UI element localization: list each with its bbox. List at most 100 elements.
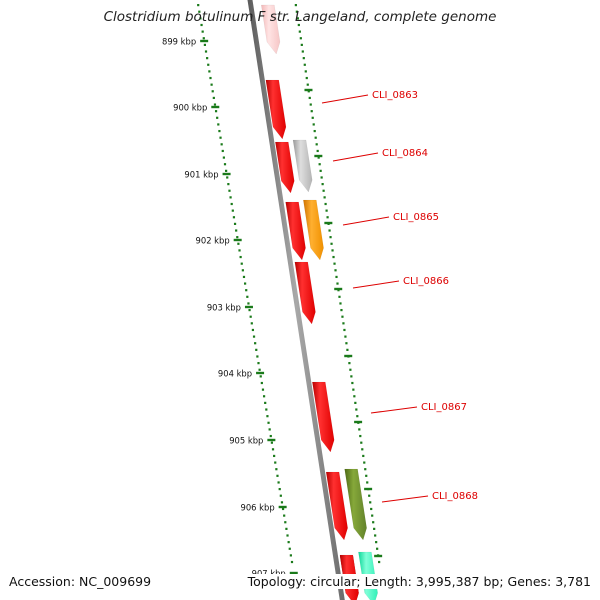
ruler-minor-tick xyxy=(250,322,253,325)
ruler-minor-tick xyxy=(287,541,290,544)
outer-ruler-minor-tick xyxy=(295,10,298,13)
gene-arrow[interactable] xyxy=(292,139,313,193)
ruler-minor-tick xyxy=(198,10,201,13)
gene-arrow[interactable] xyxy=(344,468,367,541)
outer-ruler-minor-tick xyxy=(299,37,302,40)
ruler-minor-tick xyxy=(289,554,292,557)
outer-ruler-minor-tick xyxy=(343,328,346,332)
outer-ruler-minor-tick xyxy=(359,434,362,438)
ruler-minor-tick xyxy=(264,401,267,404)
gene-arrow[interactable] xyxy=(265,79,287,140)
gene-arrow[interactable] xyxy=(285,201,306,261)
gene-arrow[interactable] xyxy=(261,4,281,55)
outer-ruler-minor-tick xyxy=(373,527,376,530)
ruler-minor-tick xyxy=(254,342,257,345)
gene-arrow[interactable] xyxy=(303,199,324,261)
ruler-minor-tick xyxy=(286,534,289,537)
outer-ruler-minor-tick xyxy=(304,70,307,73)
outer-ruler-minor-tick xyxy=(319,169,322,172)
ruler-minor-tick xyxy=(199,17,202,20)
outer-ruler-minor-tick xyxy=(365,474,368,477)
outer-ruler-minor-tick xyxy=(323,196,326,199)
outer-ruler-minor-tick xyxy=(333,262,336,265)
ruler-minor-tick xyxy=(279,494,282,497)
ruler-minor-tick xyxy=(201,30,204,33)
ruler-minor-tick xyxy=(241,269,244,272)
outer-ruler-minor-tick xyxy=(371,514,374,517)
outer-ruler-minor-tick xyxy=(302,57,305,60)
gene-label[interactable]: CLI_0867 xyxy=(421,402,467,413)
outer-ruler-minor-tick xyxy=(320,176,323,179)
ruler-minor-tick xyxy=(277,481,280,484)
outer-ruler-minor-tick xyxy=(315,143,318,146)
ruler-minor-tick xyxy=(278,487,281,491)
ruler-minor-tick xyxy=(232,216,236,219)
outer-ruler-minor-tick xyxy=(306,83,309,86)
gene-label[interactable]: CLI_0864 xyxy=(382,148,428,159)
ruler-label: 904 kbp xyxy=(218,369,252,379)
ruler-minor-tick xyxy=(256,355,259,358)
outer-ruler-minor-tick xyxy=(296,17,299,20)
ruler-label: 900 kbp xyxy=(173,103,207,113)
ruler-minor-tick xyxy=(261,388,265,391)
ruler-minor-tick xyxy=(203,43,207,46)
ruler-minor-tick xyxy=(275,468,278,471)
outer-ruler-minor-tick xyxy=(329,236,332,239)
ruler-minor-tick xyxy=(245,289,248,292)
ruler-minor-tick xyxy=(217,123,220,126)
gene-arrow[interactable] xyxy=(325,471,348,541)
ruler-minor-tick xyxy=(229,196,232,199)
genome-summary: Topology: circular; Length: 3,995,387 bp… xyxy=(247,574,591,589)
ruler-minor-tick xyxy=(225,169,228,172)
gene-label[interactable]: CLI_0863 xyxy=(372,90,418,101)
ruler-minor-tick xyxy=(204,50,208,53)
gene-label[interactable]: CLI_0868 xyxy=(432,491,478,502)
gene-arrow[interactable] xyxy=(294,261,316,325)
outer-ruler-minor-tick xyxy=(360,441,363,444)
ruler-minor-tick xyxy=(247,302,250,305)
gene-arrow[interactable] xyxy=(275,141,295,194)
ruler-minor-tick xyxy=(202,37,205,40)
ruler-minor-tick xyxy=(255,348,258,351)
outer-ruler-minor-tick xyxy=(313,129,316,133)
outer-ruler-minor-tick xyxy=(336,282,339,285)
ruler-minor-tick xyxy=(238,249,241,252)
ruler-minor-tick xyxy=(212,96,215,100)
ruler-minor-tick xyxy=(273,454,276,458)
genome-backbone xyxy=(247,0,345,600)
ruler-minor-tick xyxy=(221,149,224,153)
outer-ruler-minor-tick xyxy=(307,90,310,93)
outer-ruler-minor-tick xyxy=(364,468,367,471)
ruler-minor-tick xyxy=(251,328,255,332)
outer-ruler-minor-tick xyxy=(345,342,348,345)
outer-ruler-minor-tick xyxy=(375,541,378,544)
ruler-minor-tick xyxy=(265,408,268,411)
gene-label[interactable]: CLI_0865 xyxy=(393,212,439,223)
outer-ruler-minor-tick xyxy=(330,242,333,245)
ruler-minor-tick xyxy=(208,70,211,73)
gene-callout-line xyxy=(381,495,429,503)
outer-ruler-minor-tick xyxy=(309,103,312,106)
outer-ruler-minor-tick xyxy=(305,76,308,80)
ruler-labels: 899 kbp 900 kbp 901 kbp 902 kbp 903 kbp 904 k… xyxy=(162,37,286,579)
ruler-minor-tick xyxy=(246,295,249,298)
ruler-minor-tick xyxy=(211,90,214,93)
ruler-minor-tick xyxy=(242,275,246,279)
gene-label[interactable]: CLI_0866 xyxy=(403,276,449,287)
gene-callout-line xyxy=(370,406,418,414)
ruler-minor-tick xyxy=(240,262,243,265)
ruler-minor-tick xyxy=(228,189,231,192)
ruler-minor-tick xyxy=(226,176,229,179)
ruler-minor-tick xyxy=(218,129,221,133)
ruler-minor-tick xyxy=(222,156,225,159)
outer-ruler-minor-tick xyxy=(308,96,311,100)
gene-arrow[interactable] xyxy=(312,381,335,453)
outer-ruler-minor-tick xyxy=(332,255,335,259)
ruler-minor-tick xyxy=(262,395,266,398)
outer-ruler-minor-tick xyxy=(339,302,342,305)
outer-ruler-minor-tick xyxy=(352,388,355,391)
ruler-minor-tick xyxy=(206,57,209,60)
ruler-minor-tick xyxy=(197,4,200,7)
outer-ruler-minor-tick xyxy=(311,116,314,119)
